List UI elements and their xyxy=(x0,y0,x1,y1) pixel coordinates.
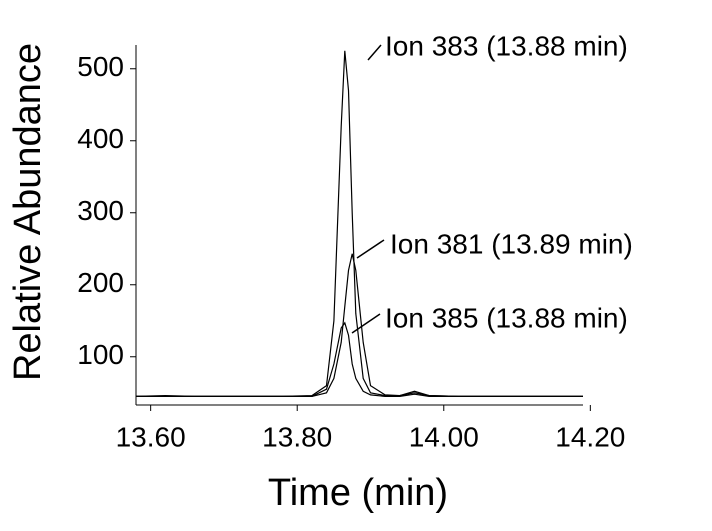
x-tick-label: 13.60 xyxy=(116,421,186,452)
series-line xyxy=(136,321,583,397)
x-tick-label: 14.20 xyxy=(555,421,625,452)
series-line xyxy=(135,50,583,397)
y-axis-title: Relative Abundance xyxy=(7,43,49,381)
y-tick-label: 200 xyxy=(77,267,124,298)
annotation: Ion 381 (13.89 min) xyxy=(390,228,633,259)
annotation: Ion 385 (13.88 min) xyxy=(385,302,628,333)
annotation-leader xyxy=(356,239,385,259)
x-tick-label: 13.80 xyxy=(262,421,332,452)
x-axis-title: Time (min) xyxy=(268,472,448,514)
annotation-leader xyxy=(367,44,382,61)
y-tick-label: 500 xyxy=(77,51,124,82)
annotation-leader xyxy=(351,313,381,334)
annotation: Ion 383 (13.88 min) xyxy=(385,30,628,61)
x-tick-label: 14.00 xyxy=(409,421,479,452)
y-tick-label: 100 xyxy=(77,339,124,370)
y-tick-label: 400 xyxy=(77,123,124,154)
y-tick-label: 300 xyxy=(77,195,124,226)
